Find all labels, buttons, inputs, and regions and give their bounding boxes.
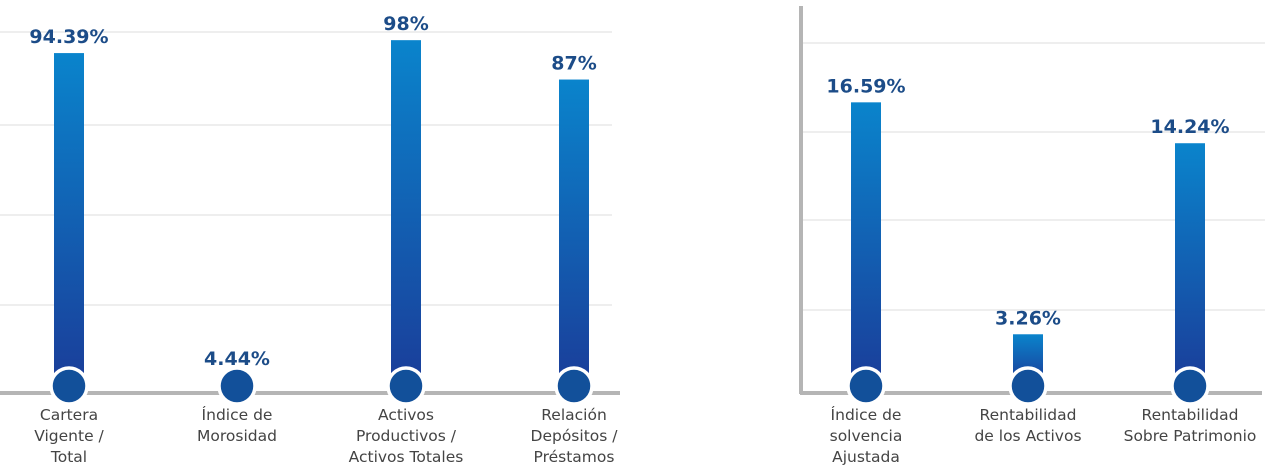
bar	[851, 102, 881, 382]
category-label: Depósitos /	[531, 427, 619, 445]
category-label: Relación	[541, 406, 607, 424]
category-label: Ajustada	[832, 448, 900, 466]
bar-marker	[1170, 366, 1210, 406]
data-label: 87%	[551, 53, 596, 75]
category-label: Sobre Patrimonio	[1124, 427, 1257, 445]
category-label: Índice de	[831, 405, 902, 424]
category-label: Productivos /	[356, 427, 457, 445]
bar-marker	[846, 366, 886, 406]
data-label: 94.39%	[29, 26, 108, 48]
bar	[391, 40, 421, 381]
data-label: 4.44%	[204, 348, 270, 370]
category-label: Rentabilidad	[980, 406, 1077, 424]
chart-left: 94.39% Cartera Vigente / Total 4.44% Índice d…	[0, 13, 620, 466]
bar-marker	[49, 366, 89, 406]
bar	[1175, 143, 1205, 381]
category-label: Préstamos	[534, 448, 615, 466]
data-label: 14.24%	[1150, 116, 1229, 138]
category-label: Morosidad	[197, 427, 277, 445]
chart-right: 16.59% Índice de solvencia Ajustada 3.26% Ren…	[799, 6, 1265, 466]
data-label: 16.59%	[826, 75, 905, 97]
bar-marker	[554, 366, 594, 406]
category-label: Activos	[378, 406, 434, 424]
category-label: Activos Totales	[349, 448, 464, 466]
category-label: Vigente /	[34, 427, 104, 445]
bar-marker	[386, 366, 426, 406]
bar	[559, 79, 589, 381]
category-label: Total	[50, 448, 87, 466]
category-label: Rentabilidad	[1142, 406, 1239, 424]
bar-marker	[217, 366, 257, 406]
bar	[54, 53, 84, 381]
bar-marker	[1008, 366, 1048, 406]
category-label: de los Activos	[974, 427, 1081, 445]
category-label: Cartera	[40, 406, 98, 424]
category-label: Índice de	[202, 405, 273, 424]
data-label: 98%	[383, 13, 428, 35]
data-label: 3.26%	[995, 307, 1061, 329]
category-label: solvencia	[830, 427, 903, 445]
